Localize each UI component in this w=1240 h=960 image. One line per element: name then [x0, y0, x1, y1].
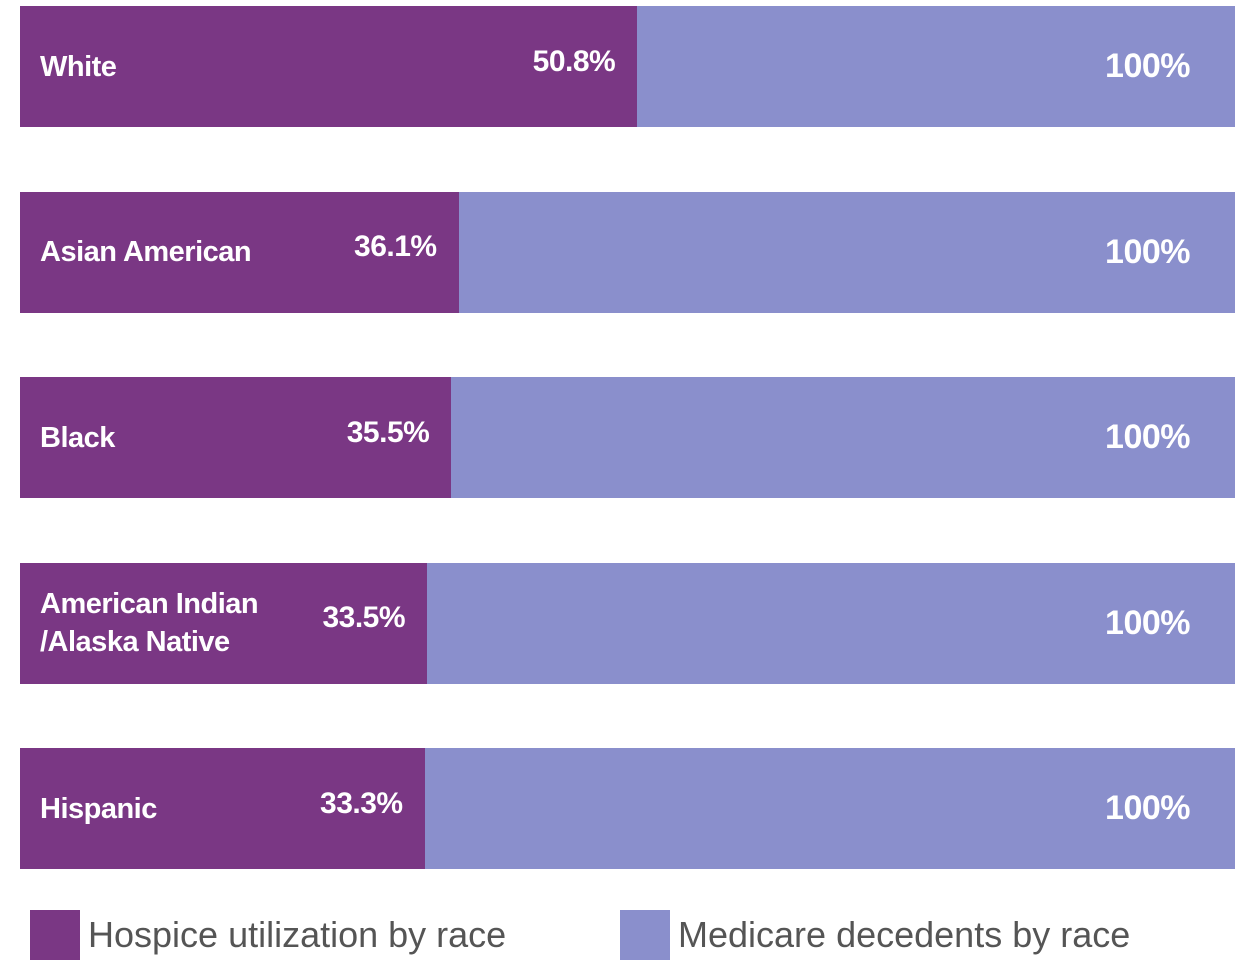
- value-label: 100%: [1105, 418, 1190, 456]
- legend-swatch: [30, 910, 80, 960]
- value-label: 100%: [1105, 789, 1190, 827]
- category-label: American Indian /Alaska Native: [40, 588, 259, 658]
- category-label: White: [40, 50, 117, 83]
- hospice-bar: [20, 748, 425, 869]
- legend-label: Hospice utilization by race: [88, 914, 507, 955]
- hospice-bar: [20, 377, 452, 498]
- category-label: Black: [40, 421, 115, 454]
- value-label: 35.5%: [346, 415, 430, 449]
- value-label: 36.1%: [354, 230, 437, 263]
- hospice-bar: [20, 6, 638, 127]
- value-label: 100%: [1105, 603, 1190, 642]
- value-label: 100%: [1105, 232, 1190, 271]
- value-label: 50.8%: [532, 44, 616, 78]
- hospice-bar: [20, 562, 428, 684]
- category-label: Asian American: [40, 236, 252, 268]
- hospice-bar: [20, 191, 459, 313]
- legend-label: Medicare decedents by race: [678, 914, 1131, 955]
- value-label: 100%: [1105, 47, 1190, 85]
- category-label: Hispanic: [40, 792, 157, 825]
- value-label: 33.3%: [320, 786, 403, 820]
- legend-swatch: [620, 910, 670, 960]
- value-label: 33.5%: [322, 601, 406, 634]
